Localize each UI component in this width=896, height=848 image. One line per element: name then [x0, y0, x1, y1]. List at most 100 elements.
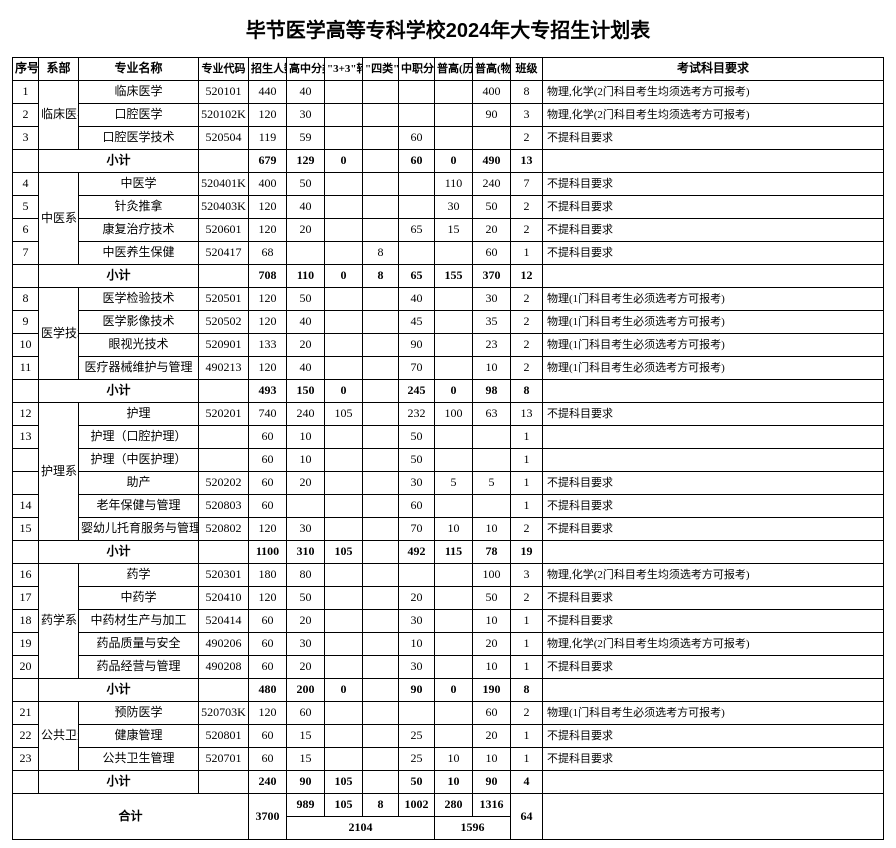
- cell: 60: [473, 242, 511, 265]
- cell: 眼视光技术: [79, 334, 199, 357]
- cell: 90: [399, 679, 435, 702]
- cell: 10: [287, 426, 325, 449]
- cell: [13, 380, 39, 403]
- cell: 105: [325, 794, 363, 817]
- cell: 8: [511, 679, 543, 702]
- cell: [473, 127, 511, 150]
- req-cell: 不提科目要求: [543, 495, 884, 518]
- cell: 520101: [199, 81, 249, 104]
- req-cell: 不提科目要求: [543, 219, 884, 242]
- table-row: 6康复治疗技术520601120206515202不提科目要求: [13, 219, 884, 242]
- cell: [325, 725, 363, 748]
- cell: 105: [325, 403, 363, 426]
- cell: 490206: [199, 633, 249, 656]
- cell: 120: [249, 196, 287, 219]
- cell: 60: [399, 150, 435, 173]
- cell: [399, 702, 435, 725]
- cell: 65: [399, 265, 435, 288]
- subtotal-row: 小计48020009001908: [13, 679, 884, 702]
- cell: 70: [399, 518, 435, 541]
- cell: 11: [13, 357, 39, 380]
- cell: 90: [473, 771, 511, 794]
- cell: 1: [511, 633, 543, 656]
- cell: 0: [435, 380, 473, 403]
- cell: 50: [399, 449, 435, 472]
- cell: [325, 702, 363, 725]
- cell: 2: [511, 587, 543, 610]
- table-row: 19药品质量与安全490206603010201物理,化学(2门科目考生均须选考…: [13, 633, 884, 656]
- cell: 50: [287, 288, 325, 311]
- cell: 20: [13, 656, 39, 679]
- cell: 10: [399, 633, 435, 656]
- cell: 10: [473, 357, 511, 380]
- cell: [473, 495, 511, 518]
- cell: 17: [13, 587, 39, 610]
- cell: [399, 564, 435, 587]
- cell: 520201: [199, 403, 249, 426]
- cell: 98: [473, 380, 511, 403]
- cell: 中医学: [79, 173, 199, 196]
- dept-cell: 临床医学系: [39, 81, 79, 150]
- cell: 23: [13, 748, 39, 771]
- cell: 中药材生产与加工: [79, 610, 199, 633]
- cell: [363, 495, 399, 518]
- cell: 2: [511, 357, 543, 380]
- h-dm: 专业代码: [199, 58, 249, 81]
- cell: 1100: [249, 541, 287, 564]
- cell: [435, 449, 473, 472]
- cell: 康复治疗技术: [79, 219, 199, 242]
- cell: 15: [287, 725, 325, 748]
- cell: [363, 702, 399, 725]
- table-row: 23公共卫生管理52070160152510101不提科目要求: [13, 748, 884, 771]
- cell: 1: [511, 656, 543, 679]
- cell: 520901: [199, 334, 249, 357]
- cell: [435, 610, 473, 633]
- cell: 40: [287, 81, 325, 104]
- req-cell: [543, 449, 884, 472]
- cell: [325, 656, 363, 679]
- cell: 护理（中医护理）: [79, 449, 199, 472]
- cell: 64: [511, 794, 543, 840]
- cell: [363, 104, 399, 127]
- cell: 5: [13, 196, 39, 219]
- cell: 14: [13, 495, 39, 518]
- h-wl: 普高(物理): [473, 58, 511, 81]
- cell: 2: [511, 127, 543, 150]
- cell: 2: [13, 104, 39, 127]
- cell: 药品经营与管理: [79, 656, 199, 679]
- req-cell: 不提科目要求: [543, 127, 884, 150]
- cell: 520401K: [199, 173, 249, 196]
- cell: 490: [473, 150, 511, 173]
- cell: [13, 679, 39, 702]
- cell: 23: [473, 334, 511, 357]
- cell: 520301: [199, 564, 249, 587]
- cell: 68: [249, 242, 287, 265]
- cell: [363, 173, 399, 196]
- cell: [435, 656, 473, 679]
- cell: [325, 311, 363, 334]
- h-ls: 普高(历史): [435, 58, 473, 81]
- cell: 小计: [39, 541, 199, 564]
- cell: 520803: [199, 495, 249, 518]
- req-cell: 物理(1门科目考生必须选考方可报考): [543, 357, 884, 380]
- cell: 30: [399, 472, 435, 495]
- cell: 120: [249, 587, 287, 610]
- cell: 155: [435, 265, 473, 288]
- cell: [199, 771, 249, 794]
- req-cell: 物理,化学(2门科目考生均须选考方可报考): [543, 104, 884, 127]
- cell: 1: [511, 472, 543, 495]
- table-row: 13护理（口腔护理）6010501: [13, 426, 884, 449]
- cell: 18: [13, 610, 39, 633]
- cell: [399, 173, 435, 196]
- req-cell: 物理,化学(2门科目考生均须选考方可报考): [543, 564, 884, 587]
- cell: [199, 541, 249, 564]
- total-label: 合计: [13, 794, 249, 840]
- cell: 520403K: [199, 196, 249, 219]
- table-row: 14老年保健与管理52080360601不提科目要求: [13, 495, 884, 518]
- req-cell: 物理(1门科目考生必须选考方可报考): [543, 311, 884, 334]
- cell: 520601: [199, 219, 249, 242]
- table-row: 12护理系护理5202017402401052321006313不提科目要求: [13, 403, 884, 426]
- table-row: 15婴幼儿托育服务与管理520802120307010102不提科目要求: [13, 518, 884, 541]
- cell: [363, 564, 399, 587]
- cell: 25: [399, 725, 435, 748]
